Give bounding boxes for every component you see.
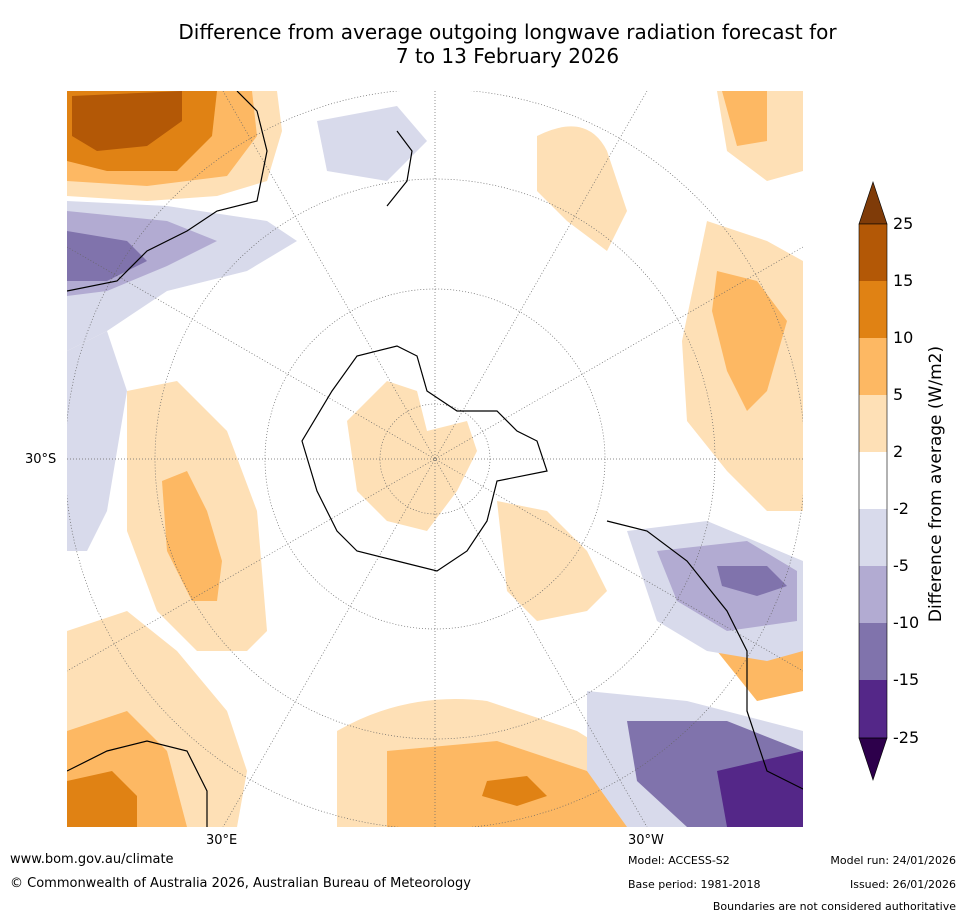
anomaly-region-indian-ocean-core (162, 471, 222, 601)
colorbar-swatch-m10-m15 (859, 623, 887, 680)
footer-disclaimer: Boundaries are not considered authoritat… (712, 900, 956, 913)
footer-issued: Issued: 26/01/2026 (849, 878, 956, 891)
anomaly-region-south-america-inner (717, 566, 787, 596)
colorbar-title: Difference from average (W/m2) (926, 345, 946, 623)
map-svg (67, 91, 803, 827)
colorbar-tick: 10 (893, 328, 914, 347)
lat-label-30s: 30°S (25, 452, 57, 467)
colorbar-swatch-2-5 (859, 395, 887, 452)
anomaly-region-east-pacific-core (712, 271, 787, 411)
anomaly-region-pacific-north (537, 126, 627, 251)
colorbar-tick: 2 (893, 442, 904, 461)
colorbar-tick: -15 (893, 670, 920, 689)
colorbar (858, 181, 888, 781)
footer-model-run: Model run: 24/01/2026 (830, 854, 956, 867)
anomaly-region-tasman (317, 106, 427, 181)
coastline-new-zealand (386, 130, 413, 207)
footer-base-period: Base period: 1981-2018 (628, 878, 761, 891)
lon-label-30e: 30°E (206, 833, 238, 848)
colorbar-swatch-10-15 (859, 281, 887, 338)
colorbar-swatch-gt25 (858, 181, 888, 225)
anomaly-region-indian-north-inner (67, 231, 147, 281)
anomaly-region-antarctica (347, 381, 477, 531)
footer-copyright: © Commonwealth of Australia 2026, Austra… (10, 876, 471, 891)
graticule (67, 91, 803, 827)
colorbar-swatch-m5-m10 (859, 566, 887, 623)
footer-model: Model: ACCESS-S2 (628, 854, 730, 867)
anomaly-region-pacific-ne-core (722, 91, 767, 146)
map-frame[interactable] (67, 91, 803, 827)
anomaly-region-australia-peak (72, 91, 182, 151)
colorbar-swatch-15-25 (859, 224, 887, 281)
colorbar-swatch-5-10 (859, 338, 887, 395)
lon-label-30w: 30°W (628, 833, 664, 848)
anomaly-region-south-africa-inner (67, 771, 137, 827)
colorbar-tick: 25 (893, 214, 914, 233)
anomaly-region-south-atlantic-inner (482, 776, 547, 806)
colorbar-swatch-m15-m25 (859, 680, 887, 738)
coastline-antarctica (301, 345, 548, 572)
coastline-australia (67, 91, 268, 292)
anomaly-region-amazon-inner (717, 751, 803, 827)
colorbar-tick: -25 (893, 728, 920, 747)
coastline-africa (67, 740, 208, 827)
title-line-1: Difference from average outgoing longwav… (178, 20, 837, 44)
chart-title: Difference from average outgoing longwav… (60, 20, 955, 68)
colorbar-tick: -5 (893, 556, 909, 575)
positive-anomaly-layer (67, 91, 803, 827)
colorbar-tick: -2 (893, 499, 909, 518)
colorbar-tick: 15 (893, 271, 914, 290)
footer-url[interactable]: www.bom.gov.au/climate (10, 852, 174, 867)
coastline-south-america (606, 520, 803, 790)
coastlines (67, 91, 803, 827)
title-line-2: 7 to 13 February 2026 (395, 44, 620, 68)
colorbar-swatch-m2-m5 (859, 509, 887, 566)
colorbar-swatch-lt-m25 (858, 737, 888, 781)
anomaly-region-west-indian (67, 331, 127, 551)
colorbar-tick: -10 (893, 613, 920, 632)
colorbar-swatch-neutral (859, 452, 887, 509)
anomaly-region-weddell (497, 501, 607, 621)
colorbar-tick: 5 (893, 385, 904, 404)
